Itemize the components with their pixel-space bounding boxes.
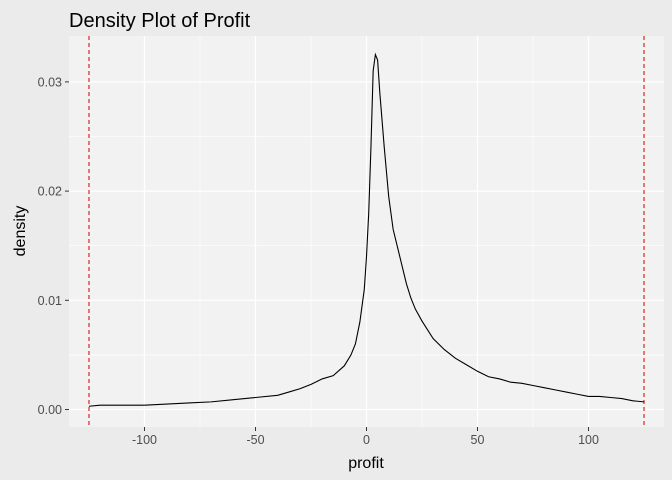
x-axis: -100 -50 0 50 100 xyxy=(132,427,599,447)
y-axis: 0.00 0.01 0.02 0.03 xyxy=(38,75,69,417)
y-axis-title: density xyxy=(12,206,29,257)
x-tick-label: -50 xyxy=(246,433,264,447)
gridlines xyxy=(69,36,664,427)
y-tick-label: 0.02 xyxy=(38,185,62,199)
y-tick-label: 0.01 xyxy=(38,294,62,308)
x-axis-title: profit xyxy=(348,455,384,472)
y-tick-label: 0.03 xyxy=(38,75,62,89)
x-tick-label: 0 xyxy=(363,433,370,447)
density-curve xyxy=(88,52,645,407)
chart-title: Density Plot of Profit xyxy=(69,10,251,32)
x-tick-label: 50 xyxy=(471,433,485,447)
y-tick-label: 0.00 xyxy=(38,403,62,417)
x-tick-label: 100 xyxy=(578,433,599,447)
x-tick-label: -100 xyxy=(132,433,157,447)
reference-lines xyxy=(88,36,645,427)
